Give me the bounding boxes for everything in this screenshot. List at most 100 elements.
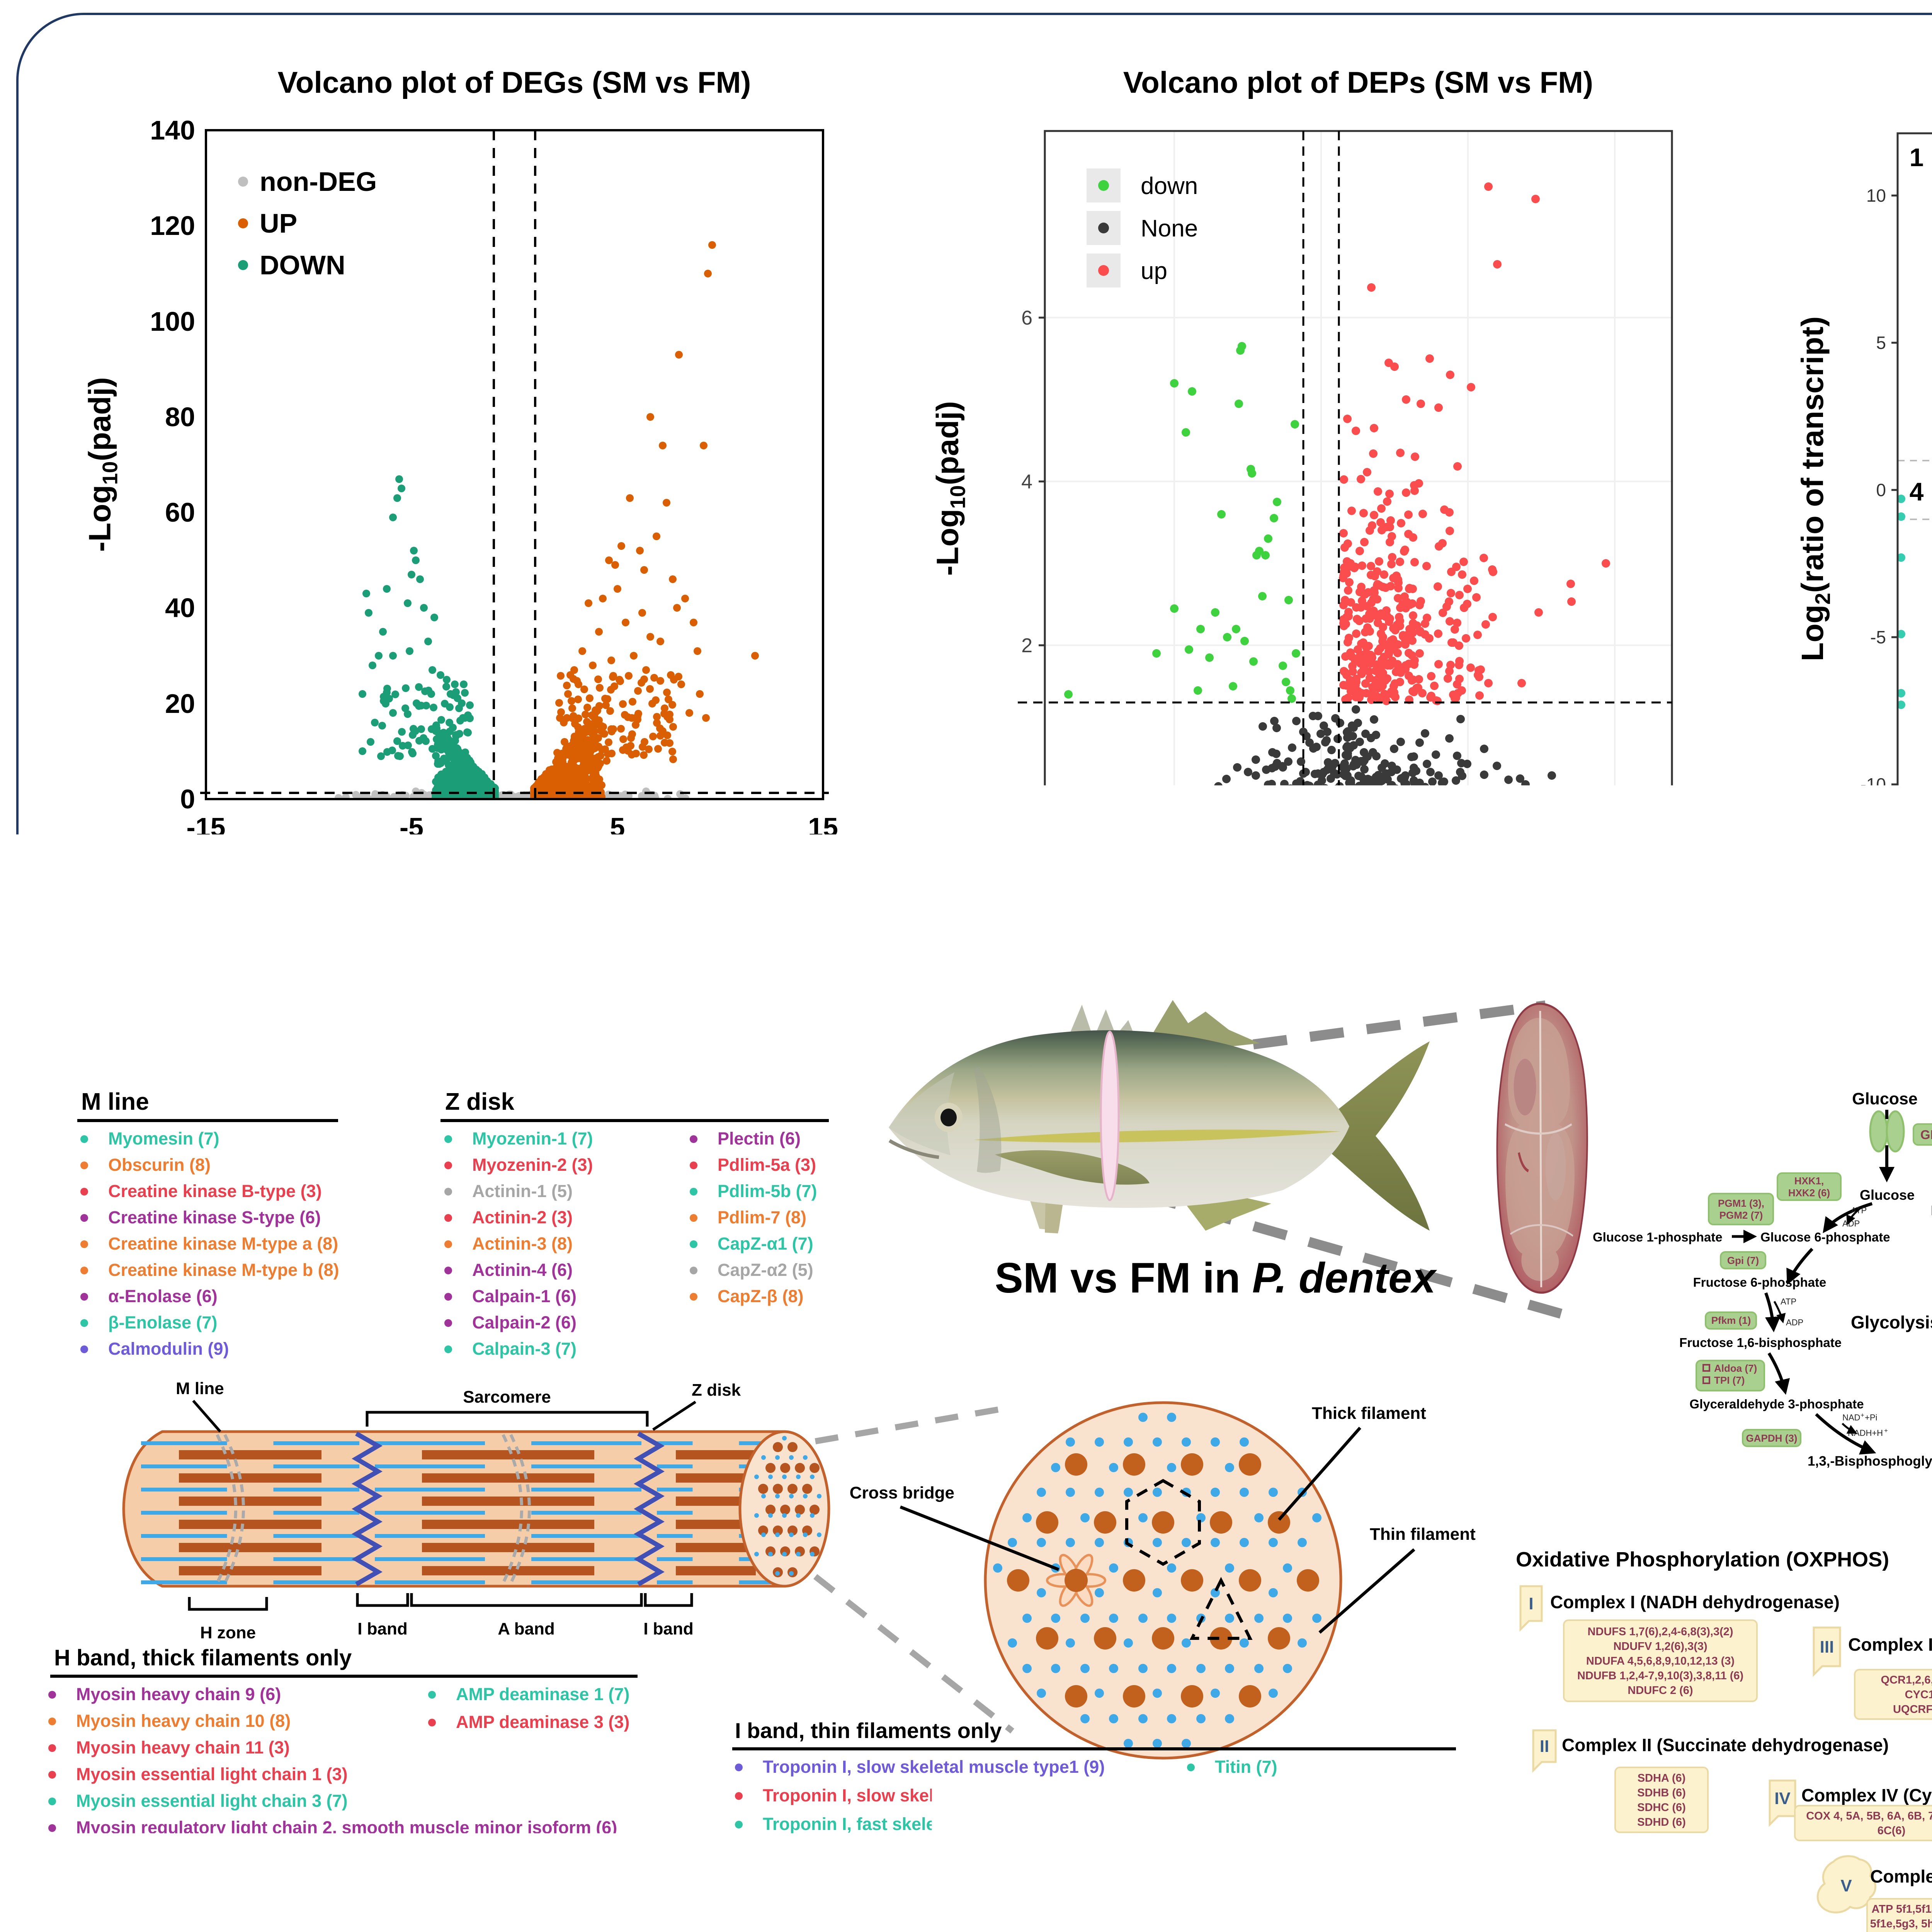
svg-text:0: 0 [1021,798,1032,821]
svg-text:+Pi: +Pi [1865,1413,1877,1422]
svg-text:Glucose 1-phosphate: Glucose 1-phosphate [1593,1230,1723,1244]
svg-text:PGM1 (3),: PGM1 (3), [1718,1197,1764,1209]
svg-text:Complex IV (Cytochrome c oxida: Complex IV (Cytochrome c oxidase) [1801,1785,1932,1805]
svg-text:I band, thin filaments only: I band, thin filaments only [735,1718,1002,1743]
svg-text:M line: M line [81,1088,149,1115]
svg-text:1: 1 [1910,143,1924,172]
svg-text:4: 4 [1910,477,1924,506]
svg-text:-Log10(padj): -Log10(padj) [930,401,970,576]
svg-text:Plectin (6): Plectin (6) [718,1129,801,1148]
svg-text:UQCRFS1 (3): UQCRFS1 (3) [1893,1703,1932,1716]
svg-text:COX 4, 5A, 5B, 6A, 6B, 7A, 8B(: COX 4, 5A, 5B, 6A, 6B, 7A, 8B(3) [1806,1810,1932,1822]
svg-text:15: 15 [808,812,838,842]
svg-text:5: 5 [1463,857,1474,879]
svg-text:Creatine kinase S-type (6): Creatine kinase S-type (6) [108,1208,321,1227]
svg-text:Troponin I, cardiac muscle (3): Troponin I, cardiac muscle (3) [763,1843,1008,1862]
svg-text:40: 40 [165,593,195,623]
svg-text:Aldoa (7): Aldoa (7) [1714,1362,1757,1374]
svg-text:Myosin essential light chain 1: Myosin essential light chain 1 (3) [76,1764,348,1784]
svg-text:1,3,-Bisphosphoglycerate: 1,3,-Bisphosphoglycerate [1808,1454,1932,1469]
svg-text:20: 20 [165,689,195,719]
svg-text:-Log10(padj): -Log10(padj) [83,377,122,552]
svg-text:Troponin T, cardiac muscle (3): Troponin T, cardiac muscle (3) [763,1871,1012,1891]
svg-text:0: 0 [180,784,195,814]
svg-text:NADH+H: NADH+H [1848,1428,1883,1438]
svg-text:HXK1,: HXK1, [1794,1175,1824,1187]
svg-text:Actin, alpha skeletal muscle (: Actin, alpha skeletal muscle (5) [1215,1871,1473,1891]
svg-text:6C(6): 6C(6) [1878,1825,1906,1837]
svg-text:Myosin regulatory light chain: Myosin regulatory light chain 2, skeleta… [76,1871,632,1891]
svg-text:β-Enolase (7): β-Enolase (7) [108,1313,218,1332]
svg-text:Myozenin-2 (3): Myozenin-2 (3) [472,1155,593,1175]
svg-text:ATP: ATP [1781,1297,1796,1306]
svg-text:ADP: ADP [1842,1219,1860,1228]
svg-text:Myosin regulatory light chain: Myosin regulatory light chain 2, smooth … [76,1818,617,1837]
svg-text:-15: -15 [186,812,225,842]
svg-text:6: 6 [1021,307,1032,329]
svg-text:HXK2 (6): HXK2 (6) [1788,1187,1830,1199]
svg-text:Myosin heavy chain 9 (6): Myosin heavy chain 9 (6) [76,1684,281,1704]
svg-text:Creatine kinase M-type b (8): Creatine kinase M-type b (8) [108,1260,339,1280]
svg-text:+: + [1861,1412,1864,1419]
svg-text:7: 7 [1910,802,1924,830]
svg-text:GAPDH (3): GAPDH (3) [1746,1432,1798,1444]
svg-text:80: 80 [165,402,195,432]
svg-text:Thin filament: Thin filament [1370,1525,1476,1544]
svg-text:I: I [1529,1594,1533,1613]
svg-text:CYC1 (3): CYC1 (3) [1905,1689,1932,1701]
svg-text:120: 120 [150,211,195,241]
svg-text:4: 4 [1021,471,1032,493]
svg-text:Troponin T, fast skeletal musc: Troponin T, fast skeletal muscle (7) [763,1900,1051,1920]
svg-text:NDUFV 1,2(6),3(3): NDUFV 1,2(6),3(3) [1613,1640,1707,1653]
svg-text:-10: -10 [1861,774,1886,794]
svg-text:10: 10 [1866,185,1886,206]
svg-text:Troponin I, slow skeletal musc: Troponin I, slow skeletal muscle type1 (… [763,1757,1105,1777]
svg-text:Titin isoform X1 (8): Titin isoform X1 (8) [1215,1786,1372,1805]
svg-text:5: 5 [1876,333,1886,353]
svg-text:SDHB (6): SDHB (6) [1637,1787,1686,1799]
svg-text:AMP deaminase 1 (7): AMP deaminase 1 (7) [456,1684,629,1704]
svg-text:Tropomyosin-α1 (3): Tropomyosin-α1 (3) [1215,1929,1376,1932]
svg-text:Pdlim-5a (3): Pdlim-5a (3) [718,1155,816,1175]
svg-text:Troponin I, fast skeletal musc: Troponin I, fast skeletal muscle (7) [763,1814,1047,1834]
svg-text:Myosin heavy chain 11 (3): Myosin heavy chain 11 (3) [76,1738,290,1757]
svg-text:Log2(ratio of transcript): Log2(ratio of transcript) [1795,316,1835,662]
svg-text:Obscurin (8): Obscurin (8) [108,1155,211,1175]
svg-text:Calmodulin (9): Calmodulin (9) [108,1339,229,1359]
svg-text:CapZ-β (8): CapZ-β (8) [718,1286,803,1306]
svg-text:Titin (7): Titin (7) [1215,1757,1277,1777]
svg-text:NDUFA 4,5,6,8,9,10,12,13 (3): NDUFA 4,5,6,8,9,10,12,13 (3) [1586,1655,1735,1667]
svg-text:SDHD (6): SDHD (6) [1637,1816,1686,1828]
svg-text:-5: -5 [400,812,423,842]
svg-text:CapZ-α1 (7): CapZ-α1 (7) [718,1234,813,1253]
svg-text:60: 60 [165,497,195,527]
svg-text:H zone: H zone [200,1623,256,1642]
svg-text:Fructose 1,6-bisphosphate: Fructose 1,6-bisphosphate [1679,1335,1842,1350]
svg-text:-5: -5 [1870,627,1886,647]
svg-text:M line: M line [176,1379,224,1398]
svg-text:NAD: NAD [1842,1413,1860,1422]
svg-text:0: 0 [1876,480,1886,500]
svg-text:Myosin heavy chain 10 (8): Myosin heavy chain 10 (8) [76,1711,291,1731]
svg-text:TPI (7): TPI (7) [1714,1374,1745,1386]
svg-text:II: II [1540,1737,1549,1756]
svg-text:ADP: ADP [1786,1318,1803,1327]
svg-text:Glycolysis: Glycolysis [1851,1312,1932,1332]
svg-text:Glucose: Glucose [1860,1187,1915,1203]
svg-text:10: 10 [1604,857,1626,879]
svg-text:Gpi (7): Gpi (7) [1727,1255,1759,1266]
svg-text:SDHA (6): SDHA (6) [1638,1772,1686,1784]
svg-text:CapZ-α2 (5): CapZ-α2 (5) [718,1260,813,1280]
svg-text:Oxidative Phosphorylation (OXP: Oxidative Phosphorylation (OXPHOS) [1516,1548,1889,1571]
svg-text:PGM2 (7): PGM2 (7) [1719,1209,1763,1221]
svg-text:Pfkm (1): Pfkm (1) [1711,1315,1751,1326]
svg-text:SM vs FM in P. dentex: SM vs FM in P. dentex [995,1254,1437,1302]
svg-text:Myosin essential light chain 3: Myosin essential light chain 3 (7) [76,1791,348,1811]
svg-text:Complex III (Cytochrome b-c1): Complex III (Cytochrome b-c1) [1848,1634,1932,1655]
svg-text:H band, thick filaments only: H band, thick filaments only [54,1645,352,1670]
svg-text:Log2(fold change): Log2(fold change) [1227,907,1490,947]
svg-text:Glucose: Glucose [1852,1090,1918,1108]
svg-text:NDUFB 1,2,4-7,9,10(3),3,8,11 (: NDUFB 1,2,4-7,9,10(3),3,8,11 (6) [1577,1670,1743,1682]
svg-text:Myomesin (7): Myomesin (7) [108,1129,219,1148]
svg-text:Actin, beta/gamma 1 cytoplasmi: Actin, beta/gamma 1 cytoplasmic (6) [1215,1814,1515,1834]
